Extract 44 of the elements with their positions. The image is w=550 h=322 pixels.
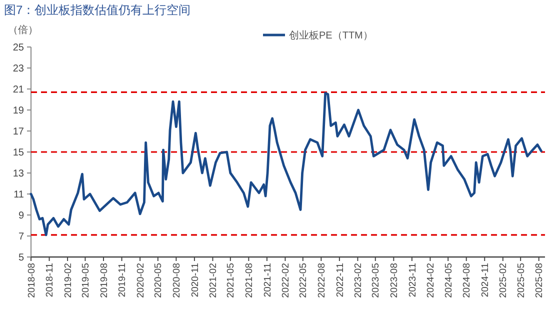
x-tick-label: 2023-08	[388, 263, 400, 298]
x-tick-label: 2022-11	[334, 263, 346, 298]
x-tick-label: 2018-11	[44, 263, 56, 298]
x-tick-label: 2025-02	[498, 263, 510, 298]
x-tick-label: 2019-05	[80, 263, 92, 298]
y-tick-label: 19	[12, 106, 24, 116]
x-tick-label: 2020-08	[172, 263, 183, 298]
x-tick-label: 2021-02	[208, 263, 220, 298]
x-tick-label: 2024-02	[426, 263, 437, 298]
x-tick-label: 2021-08	[244, 263, 255, 298]
y-tick-label: 21	[12, 84, 24, 96]
y-tick-label: 9	[18, 210, 24, 222]
x-tick-label: 2025-08	[534, 263, 546, 298]
x-tick-label: 2021-05	[226, 263, 237, 298]
x-tick-label: 2021-11	[262, 263, 274, 298]
x-tick-label: 2020-05	[153, 263, 164, 298]
y-tick-label: 23	[12, 64, 24, 74]
x-tick-label: 2024-11	[480, 263, 491, 298]
x-tick-label: 2018-08	[26, 263, 38, 298]
y-axis-title: （倍）	[8, 24, 38, 36]
x-tick-label: 2022-08	[316, 263, 328, 298]
y-tick-label: 5	[18, 252, 24, 264]
legend-label: 创业板PE（TTM）	[289, 30, 373, 42]
x-tick-label: 2022-05	[298, 263, 310, 298]
y-tick-label: 11	[14, 190, 24, 200]
x-tick-label: 2023-02	[353, 263, 364, 298]
x-tick-label: 2024-08	[462, 263, 473, 298]
y-tick-label: 25	[12, 42, 24, 54]
x-tick-label: 2023-05	[370, 263, 382, 298]
y-tick-label: 13	[12, 168, 24, 180]
x-tick-label: 2019-11	[117, 263, 128, 298]
x-tick-label: 2019-08	[98, 263, 110, 298]
x-tick-label: 2020-11	[190, 263, 201, 298]
line-series	[30, 92, 542, 236]
x-tick-label: 2025-05	[516, 263, 527, 298]
y-tick-label: 17	[12, 126, 24, 138]
x-tick-label: 2023-11	[407, 263, 418, 298]
y-tick-label: 7	[18, 232, 24, 242]
x-tick-label: 2020-02	[135, 263, 146, 298]
x-tick-label: 2022-02	[280, 263, 292, 298]
y-tick-label: 15	[12, 148, 24, 158]
x-tick-label: 2019-02	[62, 263, 74, 298]
chart-title: 图7：创业板指数估值仍有上行空间	[4, 3, 191, 17]
x-tick-label: 2024-05	[443, 263, 454, 298]
